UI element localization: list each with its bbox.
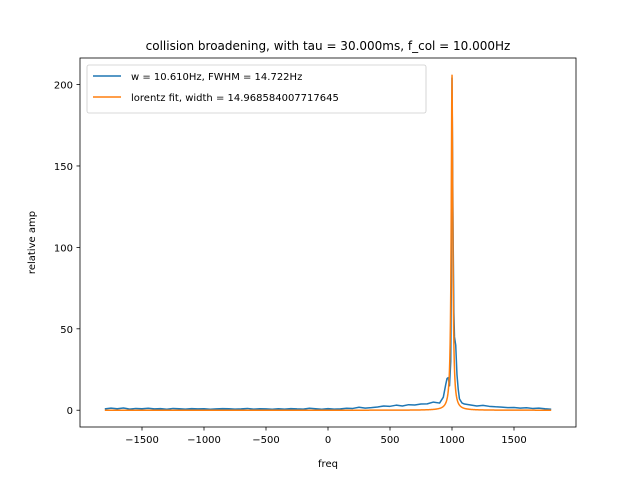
y-tick-label: 150 [54,162,73,173]
x-tick-label: 1500 [501,435,526,446]
legend-label-series-1: w = 10.610Hz, FWHM = 14.722Hz [131,72,302,83]
series-line-2 [104,74,552,411]
chart-title: collision broadening, with tau = 30.000m… [146,39,511,53]
x-tick-label: 1000 [439,435,464,446]
y-tick-label: 100 [54,243,73,254]
y-tick-label: 50 [60,325,73,336]
legend: w = 10.610Hz, FWHM = 14.722Hz lorentz fi… [86,64,427,114]
legend-box [86,64,427,114]
y-axis-label: relative amp [27,211,38,274]
y-tick-label: 0 [67,406,73,417]
x-axis-label: freq [318,459,338,470]
y-axis: 0 50 100 150 200 [54,81,80,417]
x-tick-label: −1000 [187,435,221,446]
y-tick-label: 200 [54,81,73,92]
x-tick-label: 0 [325,435,331,446]
x-tick-label: −500 [252,435,279,446]
x-axis: −1500 −1000 −500 0 500 1000 1500 [125,427,527,446]
legend-label-series-2: lorentz fit, width = 14.968584007717645 [131,93,339,104]
x-tick-label: −1500 [125,435,159,446]
series-layer [104,74,552,411]
x-tick-label: 500 [380,435,399,446]
series-line-1 [104,77,552,410]
